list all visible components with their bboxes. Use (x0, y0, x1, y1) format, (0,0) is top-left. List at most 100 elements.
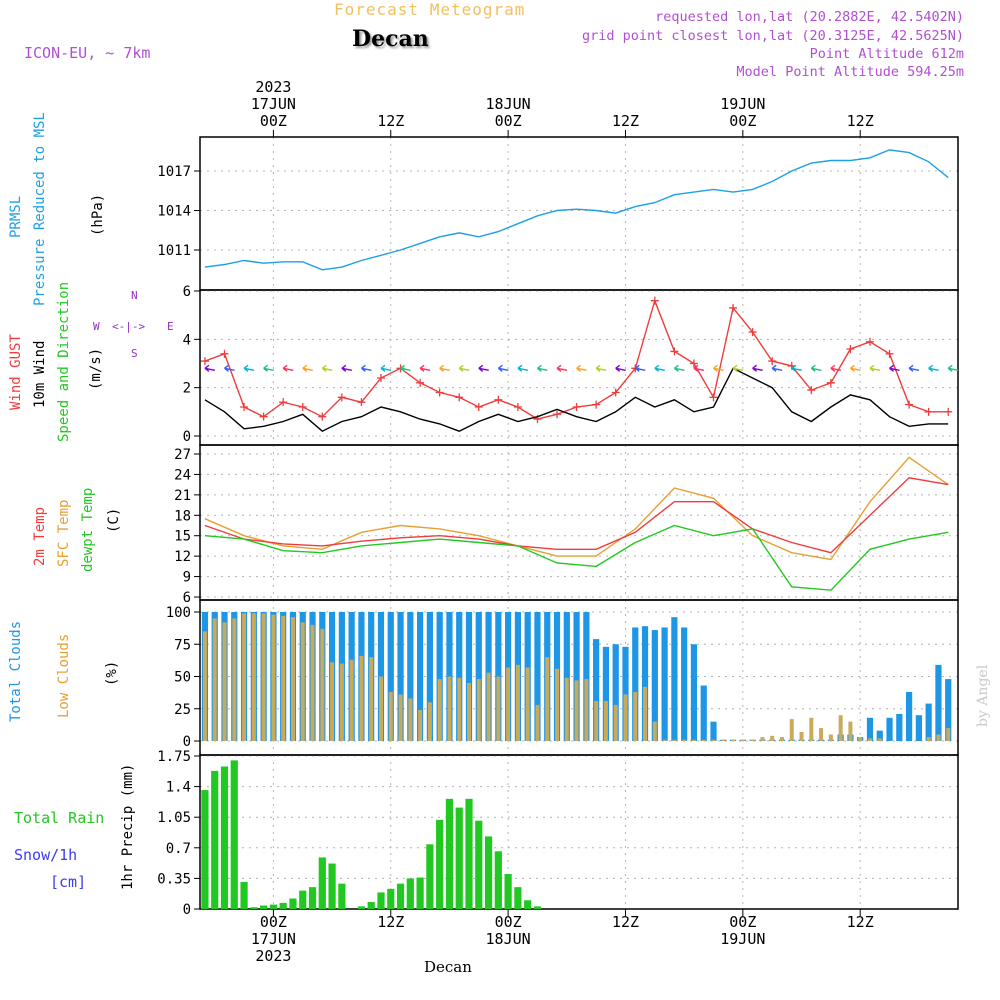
y-tick-label: 12 (174, 549, 191, 565)
gust-point (553, 410, 562, 419)
gust-point (689, 359, 698, 368)
low-clouds-bar (496, 676, 501, 741)
low-clouds-bar (789, 719, 794, 741)
snow-unit: [cm] (50, 873, 87, 891)
low-clouds-bar (740, 739, 745, 741)
y-tick-label: 100 (166, 605, 191, 621)
rain-bar (426, 844, 434, 909)
wind-direction-arrow (869, 364, 881, 372)
temp-2m-series-line (204, 477, 949, 554)
wind-direction-arrow (517, 364, 529, 372)
low-clouds-bar (799, 731, 804, 741)
low-clouds-bar (388, 691, 393, 741)
wind-direction-arrow (204, 364, 216, 372)
low-clouds-bar (750, 739, 755, 741)
gust-series-line (204, 298, 949, 420)
y-tick-label: 1.75 (157, 749, 191, 765)
rain-bar (357, 906, 366, 909)
wind-direction-arrow (380, 364, 392, 372)
low-clouds-bar (555, 668, 560, 741)
panel-frame-wind (199, 289, 959, 446)
gust-point (709, 393, 718, 402)
y-tick-label: 0 (183, 734, 191, 750)
low-clouds-bar (682, 739, 687, 741)
dewpt-temp-series-line (204, 524, 949, 591)
gust-point (416, 378, 425, 387)
wind-speed-series-line (204, 367, 949, 433)
wind-direction-arrow (654, 364, 665, 372)
low-clouds-bar (359, 655, 364, 741)
panel-frame-precip (199, 754, 959, 910)
gust-point (944, 407, 953, 416)
low-clouds-bar (603, 701, 608, 741)
low-clouds-bar (877, 738, 882, 741)
gust-point (240, 403, 249, 411)
compass-west: W (93, 320, 100, 333)
low-clouds-bar (467, 682, 471, 741)
gust-point (905, 400, 914, 409)
gust-point (200, 357, 209, 366)
total-clouds-bar (866, 717, 874, 741)
gust-point (337, 393, 346, 402)
wind-direction-arrow (321, 364, 333, 372)
time-label-h12c: 12Z (846, 112, 874, 130)
low-clouds-bar (731, 739, 736, 741)
rain-bar (445, 798, 454, 909)
chart-title: Forecast Meteogram (334, 0, 526, 19)
wind-direction-arrow (556, 364, 568, 372)
total-clouds-bar (925, 703, 932, 741)
wind-direction-arrow (341, 364, 352, 372)
low-clouds-bar (281, 615, 286, 741)
gust-point (885, 349, 894, 358)
model-label: ICON-EU, ~ 7km (24, 44, 151, 62)
wind-direction-arrow (673, 364, 685, 372)
low-clouds-bar (515, 664, 520, 741)
model-altitude: Model Point Altitude 594.25m (736, 64, 964, 80)
low-clouds-bar (770, 735, 775, 741)
low-clouds-bar (271, 614, 276, 741)
rain-bar (465, 798, 473, 909)
sfc-temp-series-line (204, 456, 949, 561)
total-clouds-bar (583, 612, 590, 741)
rain-bar (269, 904, 277, 909)
rain-bar (514, 887, 522, 909)
rain-bar (220, 766, 229, 909)
low-clouds-bar (339, 663, 344, 741)
y-tick-label: 6 (183, 284, 191, 300)
gust-point (494, 395, 503, 404)
low-clouds-bar (300, 622, 305, 741)
wind-direction-arrow (400, 364, 411, 372)
wind-direction-arrow (419, 364, 431, 372)
low-clouds-bar (691, 739, 696, 741)
y-tick-label: 0 (183, 429, 191, 445)
y-tick-label: 0 (183, 902, 191, 918)
wind-direction-arrow (830, 364, 841, 372)
low-clouds-bar (545, 657, 550, 741)
rain-bar (387, 888, 395, 909)
low-clouds-bar (946, 728, 951, 741)
low-clouds-bar (222, 622, 227, 741)
time-label-h12b: 12Z (611, 112, 640, 130)
total-clouds-bar (417, 612, 424, 741)
time-label-d17: 00Z 17JUN 2023 (250, 913, 296, 965)
time-label-d19: 19JUN 00Z (720, 95, 766, 130)
y-tick-label: 4 (183, 332, 191, 348)
y-tick-label: 24 (174, 467, 191, 483)
time-label-d17: 2023 17JUN 00Z (250, 78, 296, 130)
total-clouds-bar (632, 627, 639, 741)
total-clouds-bar (407, 612, 414, 741)
y-tick-label: 75 (174, 637, 191, 653)
wind-direction-arrow (439, 364, 450, 372)
low-clouds-bar (251, 613, 256, 741)
total-clouds-bar (876, 730, 883, 741)
gust-point (513, 403, 522, 411)
low-clouds-bar (232, 618, 237, 741)
rain-bar (455, 807, 463, 909)
time-label-h12a: 12Z (377, 913, 405, 931)
total-clouds-bar (426, 612, 433, 741)
rain-bar (211, 770, 219, 909)
station-name: Decan (352, 26, 429, 52)
low-clouds-bar (623, 694, 628, 741)
total-clouds-bar (622, 646, 629, 741)
